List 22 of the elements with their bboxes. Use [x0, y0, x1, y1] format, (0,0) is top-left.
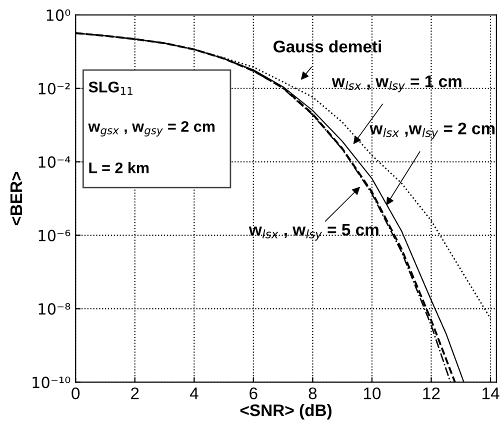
x-tick-label: 4 [190, 388, 198, 400]
x-axis-title: <SNR> (dB) [240, 404, 332, 420]
y-tick-label: 10⁻¹⁰ [32, 376, 70, 388]
annotation: w$_{gsx}$ , w$_{gsy}$ = 2 cm [88, 121, 215, 136]
x-tick-label: 2 [131, 387, 139, 400]
x-tick-label: 6 [250, 387, 258, 400]
y-tick-label: 10⁻⁶ [38, 230, 70, 242]
y-axis-title: <BER> [10, 172, 22, 226]
y-tick-label: 10⁻² [38, 82, 70, 94]
y-tick-label: 10⁰ [46, 9, 70, 21]
annotation: L = 2 km [89, 162, 149, 174]
x-tick-label: 12 [423, 387, 440, 400]
annotation: SLG$_{11}$ [88, 82, 132, 95]
annotation: w$_{lsx}$ ,w$_{lsy}$ = 2 cm [370, 122, 495, 140]
y-tick-label: 10⁻⁴ [38, 156, 70, 168]
annotation: w$_{lsx}$ , w$_{lsy}$ = 5 cm [248, 224, 378, 241]
annotation: Gauss demeti [274, 40, 381, 52]
y-tick-label: 10⁻⁸ [38, 303, 70, 315]
x-tick-label: 8 [308, 387, 317, 400]
x-tick-label: 0 [72, 387, 80, 400]
x-tick-label: 10 [364, 387, 381, 400]
x-tick-label: 14 [482, 388, 500, 400]
